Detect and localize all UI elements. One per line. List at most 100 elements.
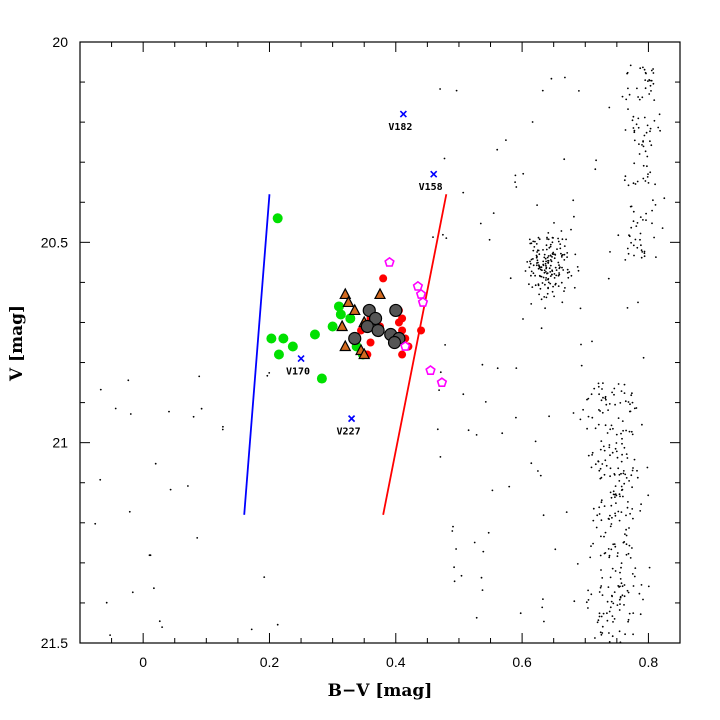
field-star-dot (628, 544, 631, 547)
field-star-dot (603, 505, 606, 507)
field-star-dot (600, 399, 603, 402)
field-star-dot (636, 222, 639, 224)
field-star-dot (539, 275, 542, 278)
field-star-dot (505, 139, 507, 142)
field-star-dot (543, 253, 546, 256)
field-star-dot (544, 307, 546, 310)
field-star-dot (626, 457, 629, 459)
field-star-dot (622, 470, 625, 472)
field-star-dot (564, 76, 566, 79)
field-star-dot (519, 612, 522, 615)
field-star-dot (619, 585, 621, 588)
field-star-dot (545, 296, 548, 299)
field-star-dot (604, 397, 607, 400)
field-star-dot (438, 389, 440, 391)
field-star-dot (633, 129, 636, 132)
field-star-dot (606, 600, 609, 603)
field-star-dot (566, 256, 568, 258)
star-label: V170 (286, 367, 310, 378)
field-star-dot (602, 396, 604, 399)
field-star-dot (546, 272, 549, 274)
field-star-dot (587, 589, 589, 592)
field-star-dot (547, 259, 550, 262)
triangle-marker (348, 303, 361, 316)
field-star-dot (109, 634, 111, 636)
field-star-dot (645, 212, 647, 215)
field-star-dot (555, 274, 558, 277)
field-star-dot (460, 574, 463, 577)
field-star-dot (642, 177, 645, 180)
field-star-dot (563, 245, 566, 248)
field-star-dot (445, 237, 448, 240)
field-star-dot (631, 392, 633, 395)
field-star-dot (592, 519, 595, 522)
field-star-dot (537, 236, 540, 239)
field-star-dot (543, 271, 546, 274)
field-star-dot (532, 258, 534, 260)
field-star-dot (595, 159, 597, 162)
field-star-dot (532, 272, 535, 275)
field-star-dot (127, 379, 130, 382)
field-star-dot (621, 585, 624, 588)
field-star-dot (621, 453, 623, 456)
field-star-dot (99, 388, 102, 391)
field-star-dot (557, 237, 559, 240)
star-label: V158 (419, 182, 443, 193)
field-star-dot (568, 271, 571, 273)
field-star-dot (627, 620, 629, 623)
field-star-dot (543, 296, 546, 298)
field-star-dot (609, 525, 612, 528)
field-star-dot (609, 606, 612, 609)
field-star-dot (648, 93, 651, 95)
field-star-dot (630, 474, 633, 477)
field-star-dot (627, 552, 630, 555)
field-star-dot (611, 594, 613, 597)
field-star-dot (607, 517, 610, 520)
field-star-dot (582, 408, 584, 411)
field-star-dot (649, 130, 651, 133)
field-star-dot (646, 124, 649, 127)
field-star-dot (613, 473, 616, 475)
field-star-dot (623, 482, 626, 485)
field-star-dot (554, 283, 557, 286)
field-star-dot (629, 403, 631, 406)
field-star-dot (129, 413, 132, 415)
field-star-dot (654, 204, 657, 206)
field-star-dot (620, 582, 623, 585)
field-star-dot (608, 632, 610, 634)
field-star-dot (491, 489, 494, 492)
field-star-dot (591, 451, 594, 454)
field-star-dot (530, 258, 533, 261)
field-star-dot (635, 407, 638, 409)
field-star-dot (534, 240, 536, 243)
cross-marker (348, 415, 356, 423)
field-star-dot (597, 382, 600, 385)
field-star-dot (642, 66, 644, 69)
field-star-dot (627, 252, 630, 255)
field-star-dot (557, 261, 560, 264)
field-star-dot (618, 598, 621, 601)
field-star-dot (488, 238, 491, 241)
field-star-dot (613, 591, 616, 593)
field-star-dot (634, 567, 637, 569)
x-tick-label: 0.8 (639, 654, 659, 670)
field-star-dot (642, 164, 645, 167)
field-star-dot (543, 256, 546, 259)
field-star-dot (548, 246, 551, 249)
field-star-dot (620, 566, 622, 569)
field-star-dot (543, 620, 545, 623)
field-star-dot (532, 240, 535, 243)
field-star-dot (529, 260, 531, 263)
pentagon-marker (412, 280, 424, 291)
field-star-dot (550, 77, 553, 80)
field-star-dot (597, 385, 600, 388)
field-star-dot (538, 253, 541, 256)
field-star-dot (538, 266, 541, 269)
field-star-dot (617, 510, 620, 513)
field-star-dot (618, 473, 621, 476)
field-star-dot (541, 89, 544, 92)
field-star-dot (626, 307, 629, 309)
field-star-dot (601, 463, 604, 465)
field-star-dot (596, 621, 599, 624)
field-star-dot (611, 451, 614, 454)
